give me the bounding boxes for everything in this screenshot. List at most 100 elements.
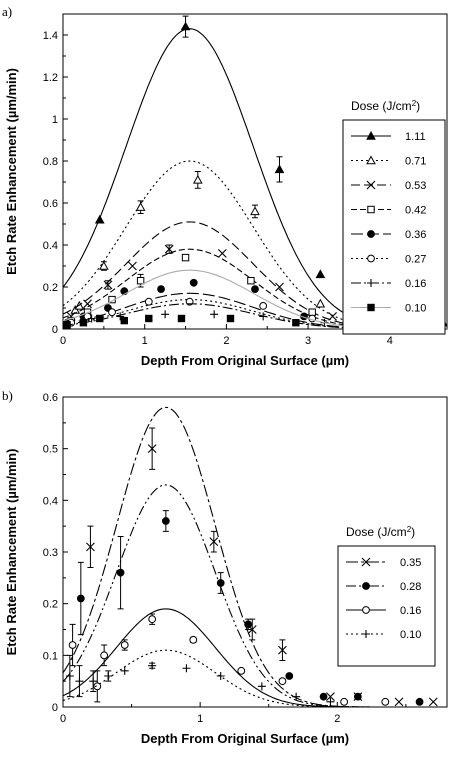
data-point: [285, 672, 294, 680]
legend-box: [337, 545, 436, 667]
data-point: [63, 321, 71, 329]
series-0-10: [63, 649, 447, 707]
data-point: [319, 692, 328, 701]
chart-panel-a: a) 0 0.2 0.4 0.6 0.8 1 1.2 1.4 0 1 2 3 4 Depth From Or…: [2, 4, 448, 368]
legend-marker: [367, 230, 375, 238]
data-point: [259, 312, 268, 321]
data-point: [209, 537, 219, 547]
data-point: [120, 641, 129, 649]
y-axis-title: Etch Rate Enhancement (µm/min): [4, 449, 19, 656]
data-point: [145, 314, 153, 323]
data-point: [135, 202, 146, 211]
data-point: [75, 677, 84, 686]
data-point: [278, 677, 287, 686]
legend-item: 0.36: [351, 229, 426, 241]
x-tick-label: 1: [197, 713, 203, 725]
data-point: [161, 310, 170, 319]
legend-item: 0.10: [351, 303, 426, 315]
series-0-53: [63, 221, 447, 329]
y-tick-label: 0.5: [43, 444, 58, 456]
legend-marker: [367, 254, 375, 263]
data-point: [237, 666, 246, 675]
data-point: [65, 672, 74, 680]
data-point: [250, 206, 260, 216]
data-point: [315, 298, 326, 308]
y-tick-label: 1.4: [43, 30, 58, 42]
plot-frame: [62, 13, 448, 330]
data-point: [94, 214, 105, 224]
data-point: [120, 316, 128, 325]
data-point: [96, 314, 104, 323]
y-tick-label: 1.2: [43, 72, 58, 84]
data-point: [226, 314, 235, 323]
y-tick-label: 0: [52, 702, 58, 714]
data-point: [308, 308, 316, 316]
legend-marker: [366, 155, 376, 165]
data-point: [136, 277, 145, 285]
data-point: [217, 249, 227, 258]
panel-label: b): [2, 388, 13, 403]
x-tick-label: 1: [142, 335, 148, 347]
legend-marker: [362, 582, 370, 590]
x-tick-label: 0: [60, 335, 66, 347]
x-tick-label: 2: [334, 713, 340, 725]
data-point: [157, 285, 165, 294]
data-point: [100, 651, 109, 660]
data-point: [353, 692, 362, 701]
data-point: [79, 319, 88, 327]
data-point: [259, 302, 268, 310]
legend-label: 0.10: [400, 629, 421, 641]
data-point: [68, 641, 77, 649]
legend-marker: [367, 279, 375, 287]
legend-box: [342, 119, 446, 335]
data-point: [103, 280, 113, 290]
legend-item: 0.27: [351, 254, 426, 266]
legend-item: 0.16: [346, 605, 421, 617]
data-point: [147, 444, 157, 454]
legend-label: 0.35: [400, 557, 421, 569]
data-point: [428, 697, 438, 707]
legend-title: Dose (J/cm2): [351, 99, 420, 114]
data-point: [99, 260, 109, 270]
data-point: [315, 269, 326, 279]
data-point: [161, 517, 170, 525]
data-point: [340, 697, 349, 706]
legend-marker: [362, 630, 370, 638]
data-point: [180, 21, 191, 31]
legend-marker: [361, 557, 371, 567]
y-tick-label: 0.6: [43, 392, 58, 404]
legend-item: 0.35: [346, 557, 421, 569]
x-axis-title: Depth From Original Surface (µm): [141, 731, 349, 746]
y-tick-label: 0: [52, 324, 58, 336]
data-point: [189, 278, 198, 287]
y-tick-label: 1: [52, 114, 58, 126]
x-tick-label: 3: [305, 335, 311, 347]
y-tick-label: 0.4: [43, 495, 58, 507]
legend-label: 0.27: [405, 254, 426, 266]
x-axis-title: Depth From Original Surface (µm): [141, 353, 349, 368]
y-tick-label: 0.1: [43, 650, 58, 662]
data-point: [128, 261, 137, 271]
legend-label: 0.53: [405, 180, 426, 192]
data-point: [93, 682, 102, 691]
data-point: [181, 253, 190, 262]
data-point: [148, 615, 157, 624]
y-tick-label: 0.4: [43, 240, 58, 252]
data-point: [89, 677, 98, 686]
data-point: [278, 645, 287, 655]
data-point: [189, 635, 198, 644]
series-line: [63, 248, 447, 329]
data-point: [116, 568, 125, 577]
y-tick-label: 0.8: [43, 156, 58, 168]
legend-label: 0.42: [405, 205, 426, 217]
data-point: [326, 697, 335, 706]
legend-item: 0.16: [351, 278, 426, 290]
data-point: [381, 697, 390, 706]
y-tick-label: 0.6: [43, 198, 58, 210]
data-point: [247, 277, 255, 285]
legend-label: 0.10: [405, 303, 426, 315]
data-point: [116, 312, 125, 321]
data-point: [415, 697, 424, 706]
